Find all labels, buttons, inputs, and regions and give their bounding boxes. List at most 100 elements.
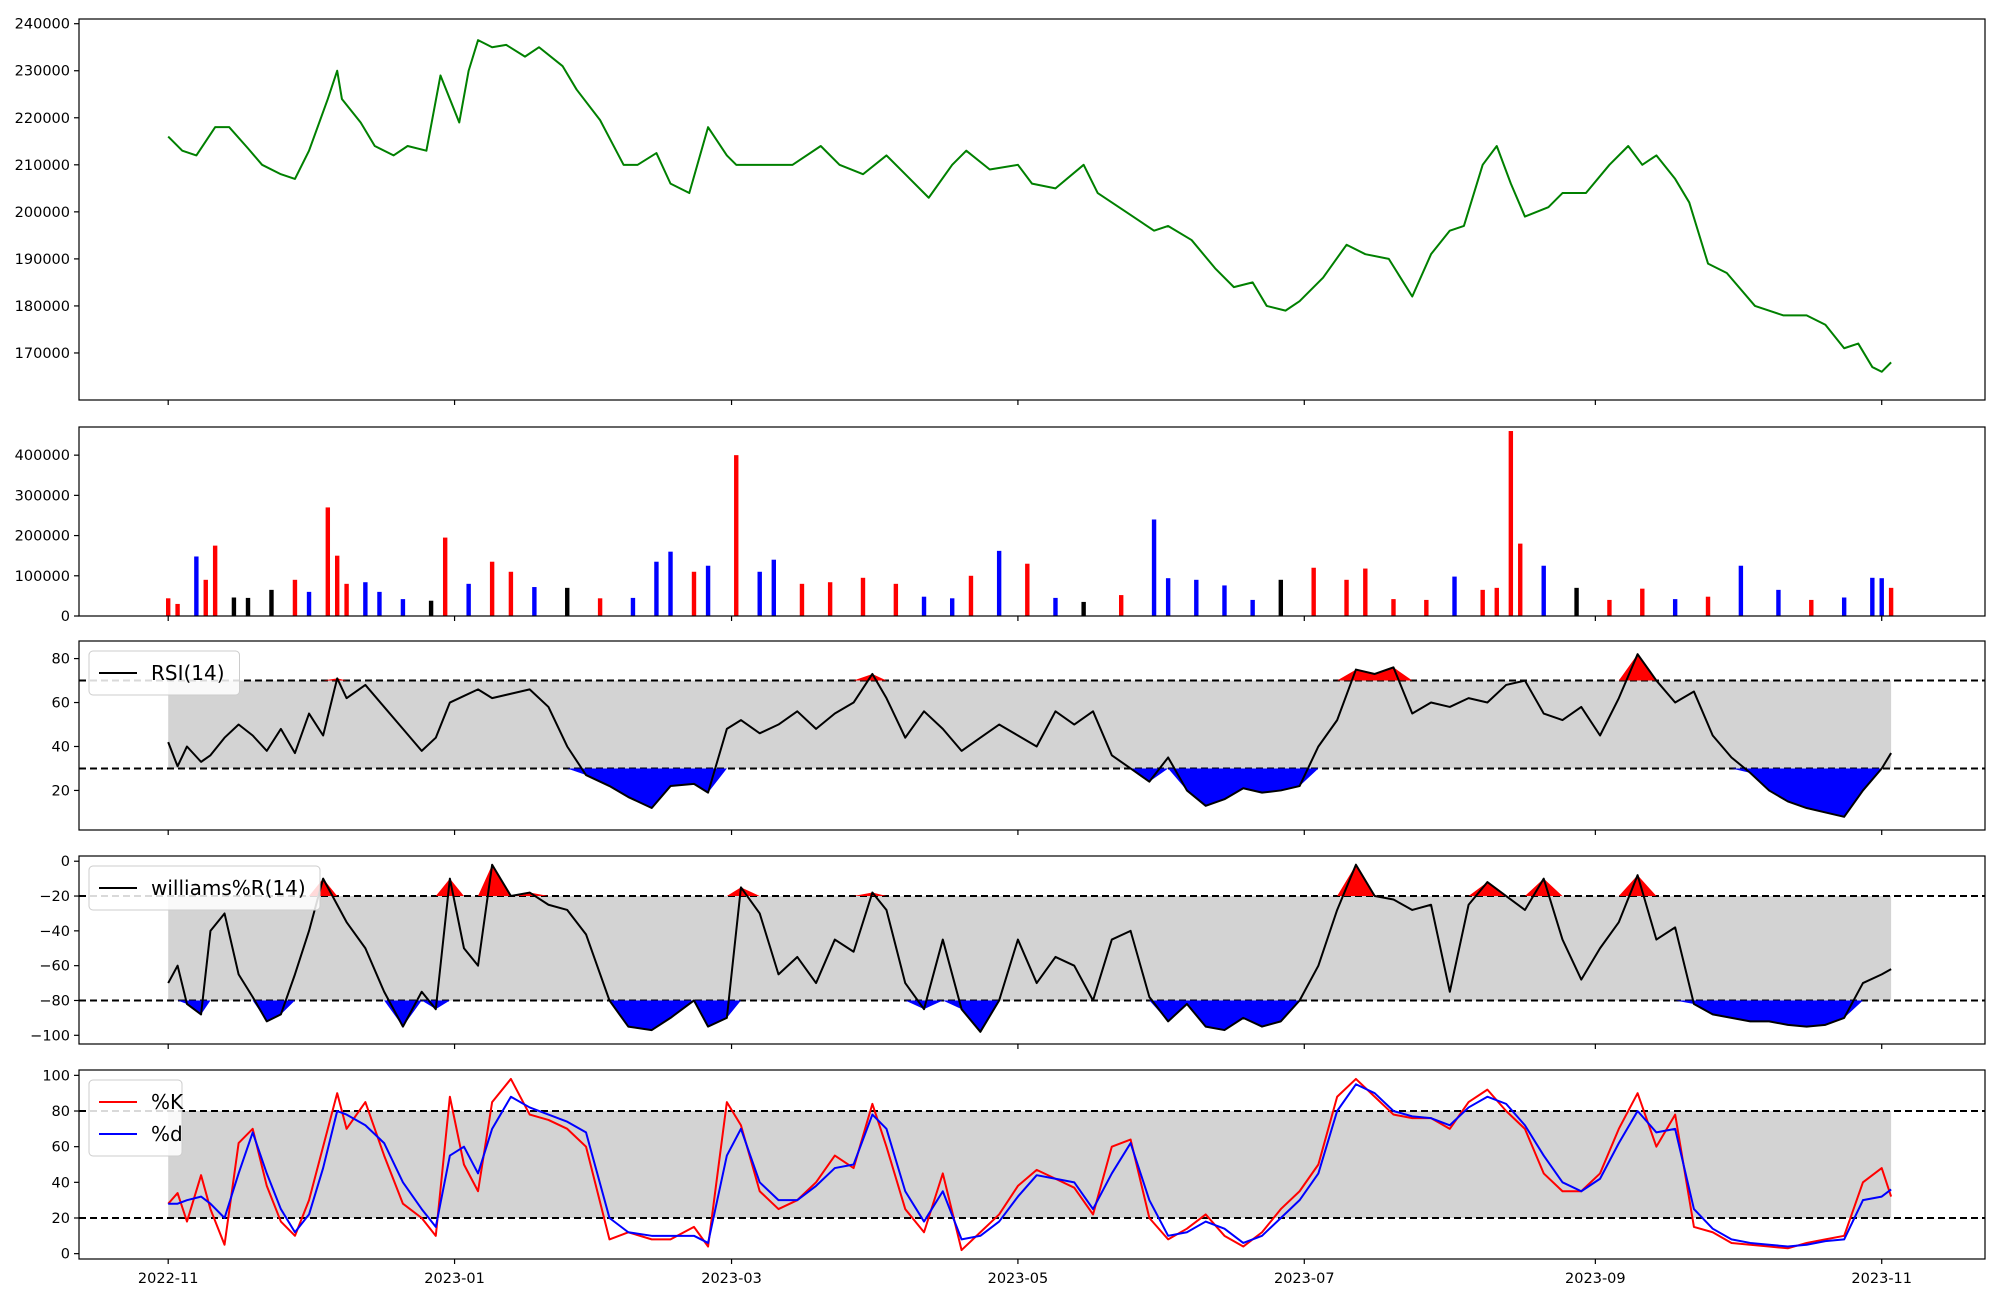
volume-bar [175,603,180,616]
volume-bar [269,589,274,616]
volume-bar [827,582,833,616]
volume-bar [377,591,382,616]
y-tick-label: 20 [52,783,70,799]
x-tick-label: 2023-09 [1565,1271,1626,1287]
y-tick-label: −40 [39,924,70,940]
volume-bar [1541,565,1546,616]
rsi-legend-box [88,650,240,696]
volume-bar [1640,588,1645,616]
volume-bar [1879,578,1884,616]
williams-band [168,896,1892,1001]
volume-panel: 0 100000 200000 300000 400000 [15,426,1986,625]
rsi-oversold-fill [168,768,1892,817]
y-tick-label: 230000 [15,64,70,80]
williams-legend-box [88,865,321,911]
y-tick-label: −20 [39,889,70,905]
volume-bar [757,571,762,616]
volume-bar [1194,579,1199,616]
y-tick-label: 100 [42,1068,70,1084]
y-tick-label: −80 [39,993,70,1009]
y-tick-label: 180000 [15,299,70,315]
volume-bar [734,455,739,616]
volume-bar [996,550,1002,616]
rsi-series-line-0 [167,653,1892,818]
volume-bar [1705,596,1711,616]
y-tick-label: 0 [61,1247,70,1263]
stochastic-series-line-1 [168,1083,1892,1248]
rsi-panel: 20 40 60 80 RSI(14) [52,640,1986,835]
volume-bar [363,582,368,616]
rsi-band [168,680,1892,769]
y-tick-label: 100000 [15,569,70,585]
volume-bar [165,598,171,616]
volume-bar [400,599,406,616]
legend-label: %d [151,1122,183,1146]
volume-bar [194,556,199,616]
volume-bar [921,596,927,616]
stochastic-legend-box [88,1079,183,1157]
williams-series-line-0 [167,863,1892,1033]
volume-bar [489,561,495,616]
stochastic-axes-frame [78,1069,1986,1260]
y-tick-label: 240000 [15,17,70,33]
volume-bar [1574,587,1579,616]
volume-bar [1424,599,1429,616]
stochastic-series-line-0 [167,1077,1893,1252]
volume-bar [1222,585,1227,616]
volume-bar [893,583,899,616]
volume-bar [442,537,448,616]
legend-label: %K [151,1090,184,1114]
y-tick-label: 80 [52,652,70,668]
volume-bar [212,545,218,616]
volume-bar [771,559,776,616]
y-tick-label: 20 [52,1211,70,1227]
x-tick-label: 2023-05 [988,1271,1049,1287]
volume-bar [1870,577,1875,616]
y-tick-label: −60 [39,959,70,975]
volume-bar [466,583,471,616]
volume-bar [968,575,974,616]
volume-bar [1452,576,1457,616]
volume-bar [597,598,603,616]
x-tick-label: 2023-03 [701,1271,762,1287]
volume-bar [1151,519,1157,616]
y-tick-label: 80 [52,1104,70,1120]
y-tick-label: 400000 [15,448,70,464]
legend-label: williams%R(14) [151,876,306,900]
volume-bar [1508,431,1514,616]
price-panel: 170000 180000 190000 200000 210000 220000 2300… [15,17,1986,405]
volume-bar [1363,568,1368,616]
volume-bar [1165,578,1171,616]
williams-axes-frame [78,855,1986,1045]
x-tick-label: 2023-01 [424,1271,485,1287]
y-tick-label: 60 [52,696,70,712]
williams-panel: −100 −80 −60 −40 −20 0 williams%R(14) [30,854,1986,1049]
volume-bar [245,597,251,616]
williams-overbought-fill [168,864,1892,897]
volume-bar [668,551,673,616]
volume-bar [1494,587,1499,616]
volume-bar [705,565,711,616]
volume-bar [1053,597,1058,616]
volume-axes-frame [78,426,1986,617]
y-tick-label: 60 [52,1140,70,1156]
volume-bar [292,579,298,616]
volume-bar [1081,601,1086,616]
x-tick-label: 2022-11 [138,1271,199,1287]
price-axes-frame [78,18,1986,401]
y-tick-label: 210000 [15,158,70,174]
y-tick-label: 40 [52,739,70,755]
volume-bar [335,555,340,616]
y-tick-label: 220000 [15,111,70,127]
volume-bar [691,571,697,616]
volume-bar [1118,595,1124,616]
volume-bar [428,600,434,616]
x-tick-label: 2023-11 [1851,1271,1912,1287]
volume-bar [1776,589,1781,616]
stochastic-band [168,1111,1892,1218]
y-tick-label: 170000 [15,346,70,362]
volume-bar [1278,579,1284,616]
volume-bar [1738,565,1744,616]
y-tick-label: 40 [52,1175,70,1191]
